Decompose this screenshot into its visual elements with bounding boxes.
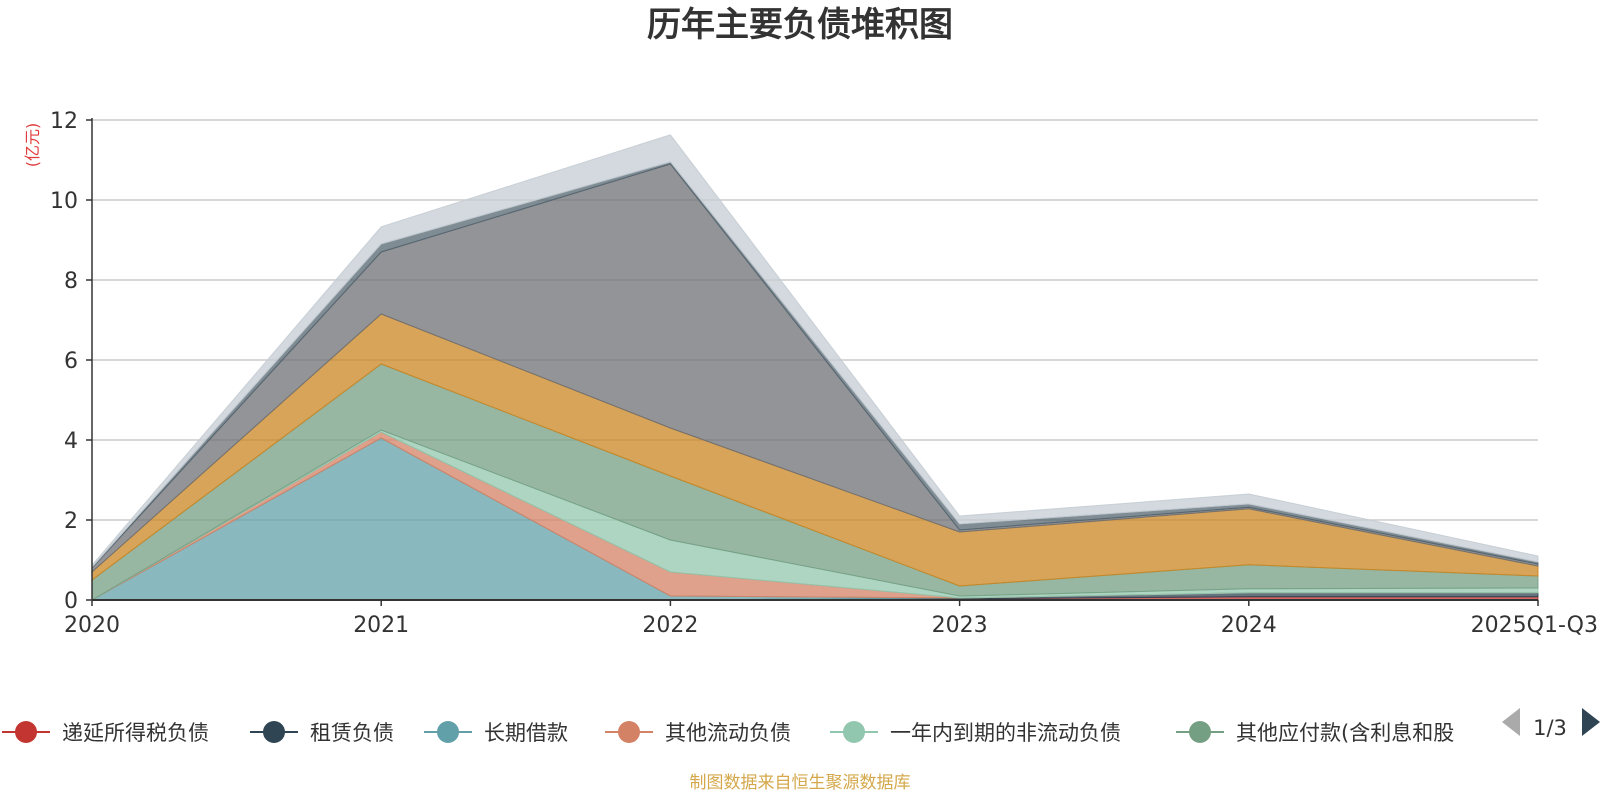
x-tick-label: 2025Q1-Q3: [1471, 613, 1598, 638]
legend-marker-icon: [843, 721, 865, 743]
legend-label: 其他流动负债: [665, 721, 791, 745]
legend-label: 递延所得税负债: [62, 721, 209, 745]
area-series-layer: [90, 134, 1539, 601]
y-tick-label: 2: [64, 509, 78, 534]
x-tick-label: 2021: [353, 613, 409, 638]
legend-label: 长期借款: [484, 721, 568, 745]
chart-title: 历年主要负债堆积图: [647, 5, 953, 45]
legend: 递延所得税负债 租赁负债 长期借款 其他流动负债 一年内到期的非流动负债 其他应付款(含利…: [2, 721, 1454, 745]
axes: 0 2 4 6 8 10 12 2020 2021 2022 2023 2024 2025Q1-Q3: [50, 109, 1598, 638]
x-tick-label: 2023: [932, 613, 988, 638]
legend-marker-icon: [1189, 721, 1211, 743]
y-tick-label: 10: [50, 189, 78, 214]
y-axis-unit-label: (亿元): [23, 123, 42, 168]
legend-item[interactable]: 其他应付款(含利息和股: [1176, 721, 1454, 745]
data-source-note: 制图数据来自恒生聚源数据库: [690, 773, 911, 793]
legend-marker-icon: [263, 721, 285, 743]
legend-marker-icon: [618, 721, 640, 743]
y-tick-label: 6: [64, 349, 78, 374]
y-tick-label: 12: [50, 109, 78, 134]
x-tick-label: 2024: [1221, 613, 1277, 638]
x-tick-label: 2020: [64, 613, 120, 638]
legend-item[interactable]: 租赁负债: [250, 721, 394, 745]
legend-item[interactable]: 长期借款: [424, 721, 568, 745]
legend-item[interactable]: 其他流动负债: [605, 721, 791, 745]
legend-label: 租赁负债: [310, 721, 394, 745]
legend-pager: 1/3: [1502, 708, 1600, 740]
legend-item[interactable]: 递延所得税负债: [2, 721, 209, 745]
area-series-9: [91, 134, 1539, 569]
y-tick-label: 8: [64, 269, 78, 294]
y-tick-label: 0: [64, 589, 78, 614]
y-tick-label: 4: [64, 429, 78, 454]
legend-prev-arrow-icon[interactable]: [1502, 708, 1520, 736]
legend-marker-icon: [437, 721, 459, 743]
legend-item[interactable]: 一年内到期的非流动负债: [830, 721, 1121, 745]
legend-marker-icon: [15, 721, 37, 743]
legend-label: 一年内到期的非流动负债: [890, 721, 1121, 745]
legend-label: 其他应付款(含利息和股: [1236, 721, 1454, 745]
legend-page-indicator: 1/3: [1533, 716, 1567, 740]
x-tick-label: 2022: [642, 613, 698, 638]
legend-next-arrow-icon[interactable]: [1582, 708, 1600, 736]
